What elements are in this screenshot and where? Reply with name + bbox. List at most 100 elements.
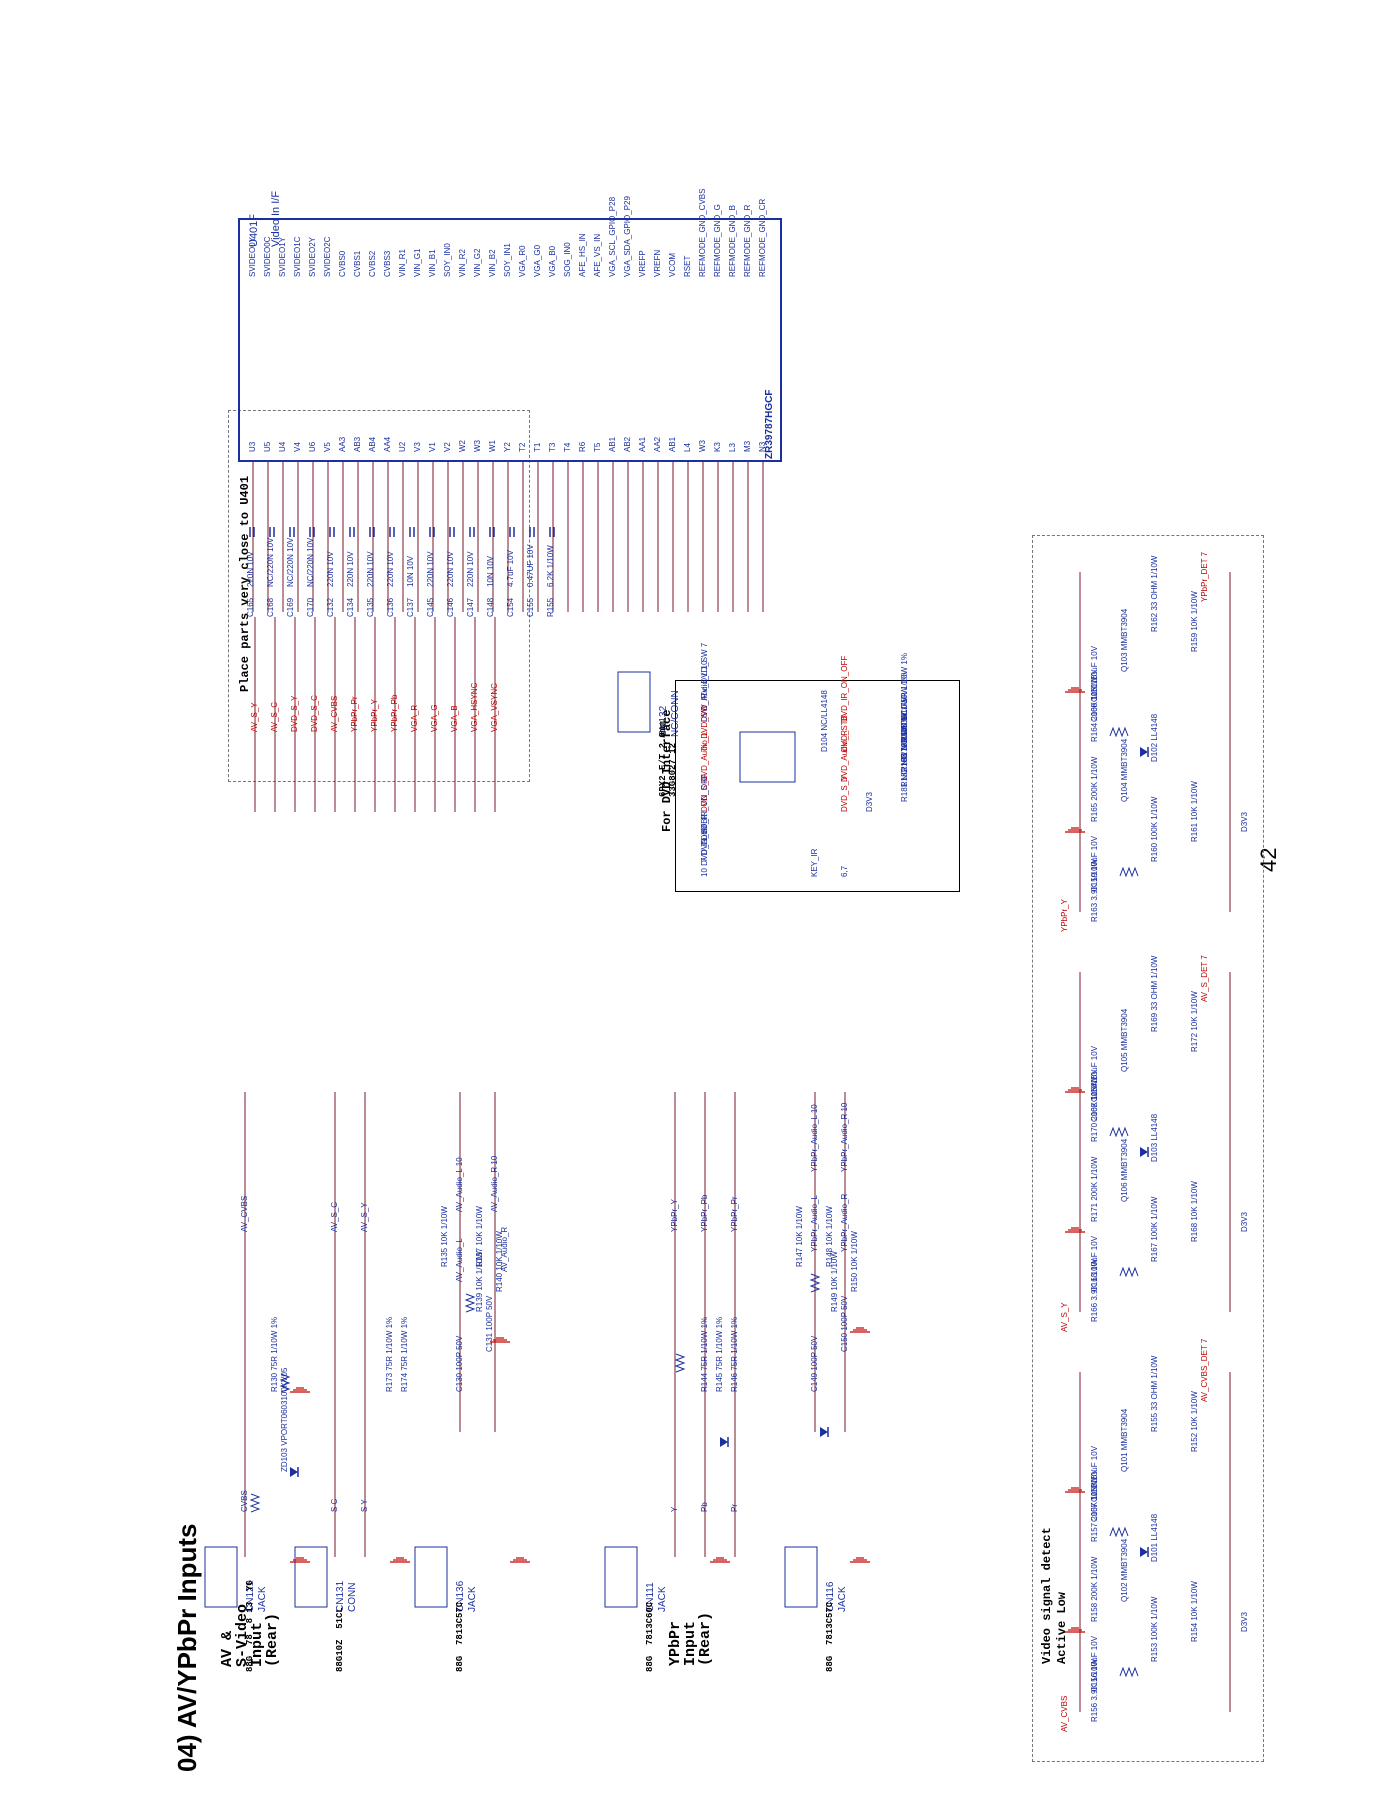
- ic-pin-net: SVIDEO0Y: [248, 236, 257, 277]
- input-net-label: YPbPr_Pr: [350, 696, 359, 732]
- ic-pin-number: AA1: [638, 436, 647, 452]
- ground-symbol: [290, 1557, 310, 1563]
- detect-component-label: D103 LL4148: [1150, 1113, 1159, 1162]
- ic-pin-number: V4: [293, 442, 302, 452]
- cap-value: 220N 10V: [246, 551, 255, 587]
- cap-value: NC/220N 10V: [306, 537, 315, 587]
- connector-part: 88G10Z 51CL: [335, 1607, 345, 1672]
- ic-pin-number: Y2: [503, 442, 512, 452]
- cap-ref: C145: [426, 597, 435, 617]
- input-net-label: YPbPr_Pb: [390, 694, 399, 732]
- cap-ref: C134: [346, 597, 355, 617]
- diode-symbol: [1140, 1547, 1148, 1557]
- detect-component-label: R172 10K 1/10W: [1190, 991, 1199, 1052]
- cap-ref: C135: [366, 597, 375, 617]
- detect-component-label: R167 100K 1/10W: [1150, 1196, 1159, 1262]
- ypbpr-component-label: R150 10K 1/10W: [850, 1231, 859, 1292]
- ic-pin-net: VREFN: [653, 249, 662, 277]
- detect-component-label: C159 10uF 10V: [1090, 835, 1099, 892]
- resistor-symbol: [279, 1373, 291, 1393]
- ypbpr-component-label: R145 75R 1/10W 1%: [715, 1316, 724, 1392]
- ground-symbol: [1065, 1227, 1085, 1233]
- detect-output-net: YPbPr_DET 7: [1200, 551, 1209, 602]
- ic-pin-number: T3: [548, 442, 557, 452]
- ic-pin-number: AB4: [368, 436, 377, 452]
- av-component-label: C131 100P 50V: [485, 1295, 494, 1352]
- ground-symbol: [510, 1557, 530, 1563]
- ypbpr-component-label: R147 10K 1/10W: [795, 1206, 804, 1267]
- diode-symbol: [1140, 747, 1148, 757]
- ground-symbol: [390, 1557, 410, 1563]
- detect-vcc: D3V3: [1240, 811, 1249, 832]
- ic-pin-number: AA3: [338, 436, 347, 452]
- detect-vcc: D3V3: [1240, 1611, 1249, 1632]
- detect-component-label: Q105 MMBT3904: [1120, 1008, 1129, 1072]
- ic-pin-net: SOG_IN0: [563, 242, 572, 277]
- diode-symbol: [290, 1467, 298, 1477]
- dvd-net-label: DVD_IR_ON_OFF: [840, 655, 849, 722]
- ypbpr-component-label: C149 100P 50V: [810, 1335, 819, 1392]
- ic-pin-net: VCOM: [668, 253, 677, 277]
- ypbpr-component-label: YPbPr_Audio_R: [840, 1193, 849, 1252]
- detect-component-label: R171 200K 1/10W: [1090, 1156, 1099, 1222]
- ic-pin-number: T1: [533, 442, 542, 452]
- cap-value: NC/220N 10V: [266, 537, 275, 587]
- connector-part: 88G 78 8 13 YG: [245, 1580, 255, 1672]
- connector-type: JACK: [657, 1586, 668, 1612]
- ic-pin-net: SOY_IN1: [503, 243, 512, 277]
- cap-value: 6.2K 1/10W: [546, 545, 555, 587]
- ypbpr-component-label: R144 75R 1/10W 1%: [700, 1316, 709, 1392]
- cap-ref: C147: [466, 597, 475, 617]
- detect-component-label: C156 10uF 10V: [1090, 1635, 1099, 1692]
- connector-part: 88G 7813C60C: [645, 1601, 655, 1672]
- input-net-label: AV_S_Y: [250, 702, 259, 732]
- ic-pin-net: VIN_G2: [473, 248, 482, 277]
- ic-pin-net: VGA_SDA_GPIO_P29: [623, 196, 632, 277]
- ic-pin-number: T4: [563, 442, 572, 452]
- ic-pin-number: W3: [473, 440, 482, 452]
- ic-pin-net: REFMODE_GND_R: [743, 204, 752, 277]
- connector-body: [294, 1546, 328, 1608]
- av-component-label: C130 100P 50V: [455, 1335, 464, 1392]
- ic-pin-net: AFE_HS_IN: [578, 233, 587, 277]
- ic-pin-net: SVIDEO2C: [323, 236, 332, 277]
- detect-component-label: R168 10K 1/10W: [1190, 1181, 1199, 1242]
- ic-pin-net: CVBS1: [353, 250, 362, 277]
- dvd-component-label: D3V3: [865, 791, 874, 812]
- ic-pin-number: AB2: [623, 436, 632, 452]
- ypbpr-component-label: YPbPr_Pb: [700, 1194, 709, 1232]
- detect-component-label: R161 10K 1/10W: [1190, 781, 1199, 842]
- connector-part: 6PX2 E/T 2.0mm 33G8027 12: [658, 721, 678, 797]
- resistor-symbol: [1109, 1126, 1129, 1138]
- detect-component-label: C161 10uF 10V: [1090, 645, 1099, 702]
- cap-value: 10N 10V: [406, 555, 415, 587]
- ic-pin-net: CVBS3: [383, 250, 392, 277]
- dvd-component-label: Tv_DVD_SW 7: [700, 642, 709, 697]
- cap-value: 220N 10V: [466, 551, 475, 587]
- ic-pin-net: REFMODE_GND_G: [713, 204, 722, 277]
- ground-symbol: [850, 1327, 870, 1333]
- cap-value: NC/220N 10V: [286, 537, 295, 587]
- cap-ref: C155: [526, 597, 535, 617]
- av-component-label: R174 75R 1/10W 1%: [400, 1316, 409, 1392]
- ic-pin-net: CVBS0: [338, 250, 347, 277]
- ic-pin-number: V5: [323, 442, 332, 452]
- cap-value: 220N 10V: [386, 551, 395, 587]
- ic-pin-number: AB1: [668, 436, 677, 452]
- connector-type: JACK: [467, 1586, 478, 1612]
- input-net-label: AV_CVBS: [330, 695, 339, 732]
- ypbpr-component-label: Pr: [730, 1504, 739, 1512]
- dvd-component-label: 7 DVD_IR_ON_OFF: [700, 774, 709, 847]
- resistor-symbol: [1119, 866, 1139, 878]
- connector-body: [204, 1546, 238, 1608]
- detect-component-label: R154 10K 1/10W: [1190, 1581, 1199, 1642]
- input-net-label: AV_S_C: [270, 701, 279, 732]
- cap-ref: R155: [546, 597, 555, 617]
- cap-ref: C148: [486, 597, 495, 617]
- cap-value: 4.7uF 10V: [506, 550, 515, 587]
- detect-component-label: R153 100K 1/10W: [1150, 1596, 1159, 1662]
- ypbpr-component-label: YPbPr_Y: [670, 1199, 679, 1232]
- ground-symbol: [1065, 1627, 1085, 1633]
- ic-pin-number: N3: [758, 441, 767, 452]
